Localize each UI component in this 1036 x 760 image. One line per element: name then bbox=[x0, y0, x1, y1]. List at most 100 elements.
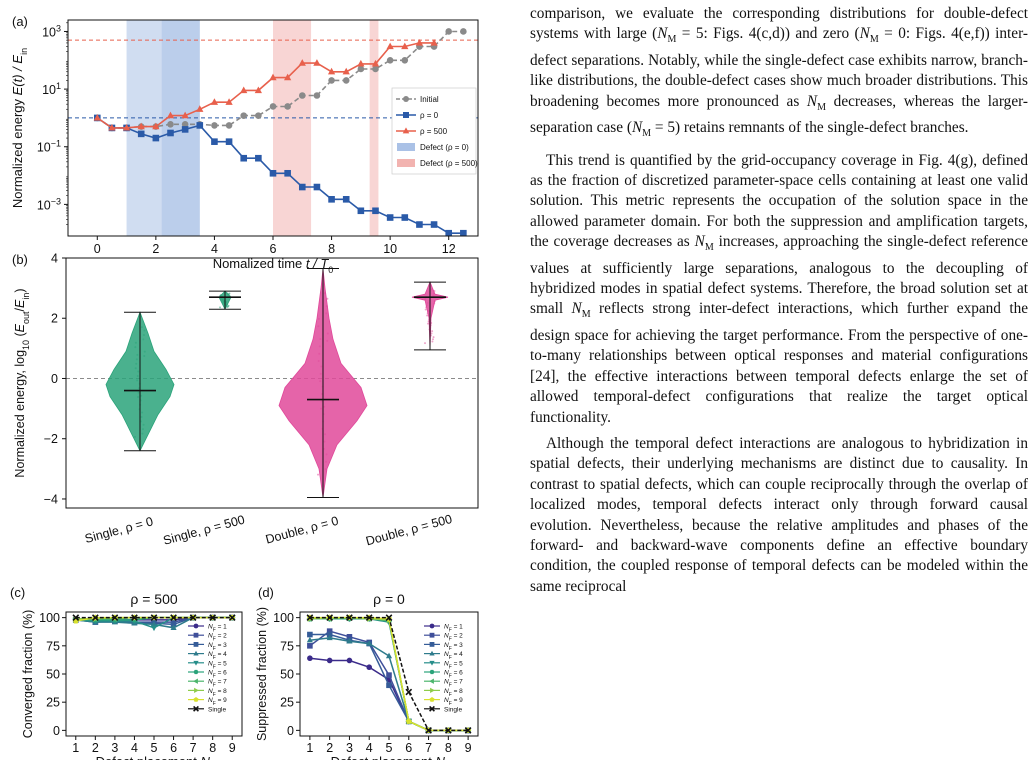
panel-label: (d) bbox=[258, 585, 274, 600]
violin-point bbox=[424, 298, 427, 301]
violin-point bbox=[134, 435, 136, 438]
data-point bbox=[181, 121, 189, 128]
data-point bbox=[209, 614, 217, 622]
data-point bbox=[181, 111, 189, 119]
y-tick-label: 2 bbox=[51, 312, 58, 326]
violin-point bbox=[142, 333, 145, 336]
violin-point bbox=[323, 405, 326, 408]
x-tick-label: 3 bbox=[346, 741, 353, 755]
legend-marker bbox=[193, 632, 199, 638]
violin-point bbox=[221, 299, 224, 302]
data-point bbox=[196, 105, 204, 112]
data-point bbox=[385, 652, 393, 659]
violin-point bbox=[430, 322, 433, 325]
data-point bbox=[167, 129, 174, 137]
y-tick-label: 75 bbox=[280, 639, 294, 653]
marker-stroke bbox=[193, 705, 199, 712]
violin-point bbox=[326, 332, 329, 335]
data-point bbox=[150, 614, 158, 622]
marker-stroke bbox=[365, 614, 373, 622]
data-point bbox=[460, 229, 467, 237]
marker-stroke bbox=[131, 614, 138, 622]
legend-label: Single bbox=[208, 706, 226, 713]
legend-marker bbox=[193, 678, 198, 684]
data-point bbox=[225, 98, 233, 105]
violin-point bbox=[433, 290, 436, 293]
violin-point bbox=[427, 322, 430, 325]
data-point bbox=[346, 637, 353, 644]
data-point bbox=[284, 103, 291, 110]
data-point bbox=[460, 28, 467, 35]
legend: NF = 1NF = 2NF = 3NF = 4NF = 5NF = 6NF =… bbox=[424, 623, 463, 713]
legend-marker bbox=[429, 623, 435, 629]
violin-point bbox=[142, 423, 145, 426]
violin-point bbox=[320, 400, 323, 403]
violin-point bbox=[225, 292, 228, 295]
x-tick-label: 3 bbox=[111, 741, 118, 755]
axes-frame bbox=[65, 257, 479, 509]
violin-point bbox=[319, 338, 322, 341]
data-point bbox=[152, 134, 160, 142]
data-point bbox=[342, 196, 350, 203]
panel-b: (b) Single, ρ = 0 Single, ρ = 500 Double, ρ… bbox=[12, 252, 479, 548]
x-tick-label: 4 bbox=[131, 741, 138, 755]
y-tick-label: 0 bbox=[53, 724, 60, 738]
legend-marker bbox=[403, 96, 409, 102]
violin-point bbox=[325, 312, 328, 315]
legend-label: NF = 9 bbox=[208, 697, 227, 707]
violin-point bbox=[320, 365, 323, 368]
data-point bbox=[430, 38, 438, 46]
x-tick-label: 7 bbox=[190, 741, 197, 755]
violin-point bbox=[325, 453, 328, 456]
violin-point bbox=[427, 320, 430, 323]
legend-marker bbox=[403, 112, 409, 118]
legend-label: NF = 1 bbox=[444, 624, 463, 634]
data-point bbox=[326, 657, 333, 664]
data-point bbox=[240, 154, 248, 162]
violin-point bbox=[320, 407, 323, 410]
data-point bbox=[167, 121, 174, 128]
legend-label: NF = 3 bbox=[444, 642, 463, 652]
legend-swatch bbox=[397, 143, 415, 151]
marker-stroke bbox=[385, 614, 393, 622]
violin-point bbox=[143, 329, 146, 332]
data-point bbox=[170, 621, 177, 628]
panel-title: ρ = 500 bbox=[130, 591, 177, 607]
legend-marker bbox=[402, 127, 410, 134]
data-point bbox=[150, 625, 158, 632]
data-point bbox=[405, 718, 412, 724]
data-point bbox=[298, 59, 306, 66]
data-point bbox=[386, 42, 394, 50]
data-point bbox=[326, 634, 333, 641]
violin-point bbox=[136, 353, 139, 356]
violin-point bbox=[140, 326, 143, 329]
legend-marker bbox=[193, 669, 199, 675]
x-tick-label: 7 bbox=[425, 741, 432, 755]
legend-label: Defect (ρ = 500) bbox=[420, 159, 478, 168]
y-tick-label: 100 bbox=[273, 611, 294, 625]
data-point bbox=[255, 154, 262, 162]
legend-label: NF = 1 bbox=[208, 624, 227, 634]
x-tick-label: 2 bbox=[152, 242, 159, 256]
marker-stroke bbox=[444, 726, 452, 734]
legend-marker bbox=[430, 687, 435, 694]
data-point bbox=[357, 207, 365, 215]
legend-label: NF = 7 bbox=[444, 679, 463, 689]
legend-label: NF = 8 bbox=[208, 688, 227, 698]
y-tick-label: 100 bbox=[39, 611, 60, 625]
data-point bbox=[445, 28, 453, 35]
y-axis-label: Converged fraction (%) bbox=[21, 610, 35, 739]
legend-a: Initial ρ = 0 ρ = 500 Defect (ρ = 0) Defect … bbox=[391, 87, 478, 175]
paragraph-3: Although the temporal defect interaction… bbox=[530, 434, 1028, 595]
violin-point bbox=[136, 379, 139, 382]
legend-marker bbox=[193, 642, 199, 647]
violin-point bbox=[134, 341, 137, 344]
y-tick-label: −2 bbox=[44, 432, 58, 446]
legend-marker bbox=[193, 660, 199, 666]
violin-point bbox=[432, 294, 435, 297]
marker-stroke bbox=[405, 688, 413, 696]
paragraph-2: This trend is quantified by the grid-occ… bbox=[530, 151, 1029, 426]
y-tick-label: 10−1 bbox=[37, 139, 61, 155]
legend-marker bbox=[193, 696, 199, 702]
violin-point bbox=[317, 325, 320, 328]
